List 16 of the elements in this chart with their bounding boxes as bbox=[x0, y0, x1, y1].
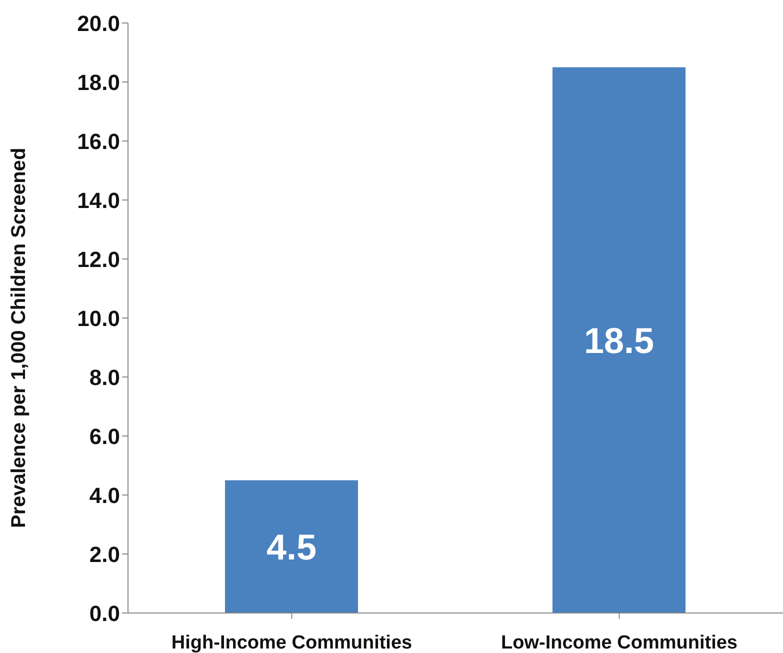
y-tick-label: 0.0 bbox=[89, 600, 120, 626]
y-tick-label: 12.0 bbox=[77, 246, 120, 272]
y-tick-label: 16.0 bbox=[77, 128, 120, 154]
x-tick-label: Low-Income Communities bbox=[501, 632, 738, 653]
y-tick-label: 2.0 bbox=[89, 542, 120, 567]
y-tick-label: 20.0 bbox=[77, 10, 120, 36]
y-axis-title: Prevalence per 1,000 Children Screened bbox=[8, 148, 30, 528]
y-tick-label: 4.0 bbox=[89, 482, 120, 508]
x-tick-label: High-Income Communities bbox=[171, 632, 412, 653]
y-tick-label: 18.0 bbox=[77, 70, 120, 95]
data-label: 4.5 bbox=[266, 526, 317, 568]
data-label: 18.5 bbox=[584, 320, 654, 361]
y-tick-label: 14.0 bbox=[77, 188, 120, 213]
y-tick-label: 8.0 bbox=[89, 364, 120, 390]
y-tick-label: 10.0 bbox=[77, 306, 120, 331]
y-tick-label: 6.0 bbox=[89, 424, 120, 449]
